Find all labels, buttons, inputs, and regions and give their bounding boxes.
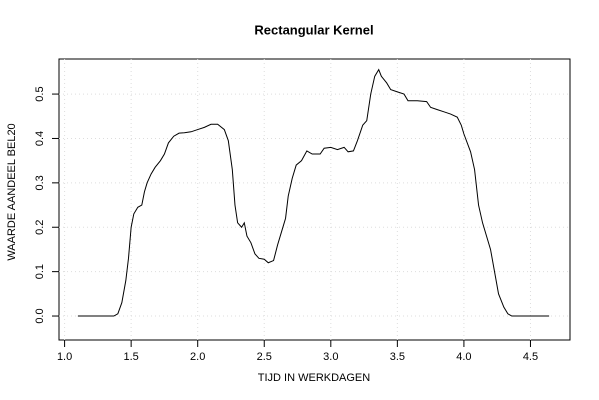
y-axis-label: WAARDE AANDEEL BEL20	[6, 123, 18, 260]
x-tick-label: 2.0	[190, 351, 205, 363]
y-tick-label: 0.2	[34, 220, 46, 235]
y-tick-label: 0.1	[34, 264, 46, 279]
x-tick-label: 2.5	[257, 351, 272, 363]
x-tick-label: 3.0	[323, 351, 338, 363]
y-tick-label: 0.0	[34, 308, 46, 323]
chart-title: Rectangular Kernel	[254, 22, 373, 37]
x-tick-label: 1.5	[123, 351, 138, 363]
x-axis-label: TIJD IN WERKDAGEN	[258, 372, 371, 384]
density-line	[77, 68, 550, 317]
x-tick-label: 3.5	[390, 351, 405, 363]
x-tick-label: 1.0	[57, 351, 72, 363]
y-tick-label: 0.3	[34, 175, 46, 190]
plot-frame	[58, 58, 571, 341]
x-tick-label: 4.5	[523, 351, 538, 363]
y-tick-label: 0.4	[34, 131, 46, 146]
y-tick-label: 0.5	[34, 86, 46, 101]
x-tick-label: 4.0	[456, 351, 471, 363]
